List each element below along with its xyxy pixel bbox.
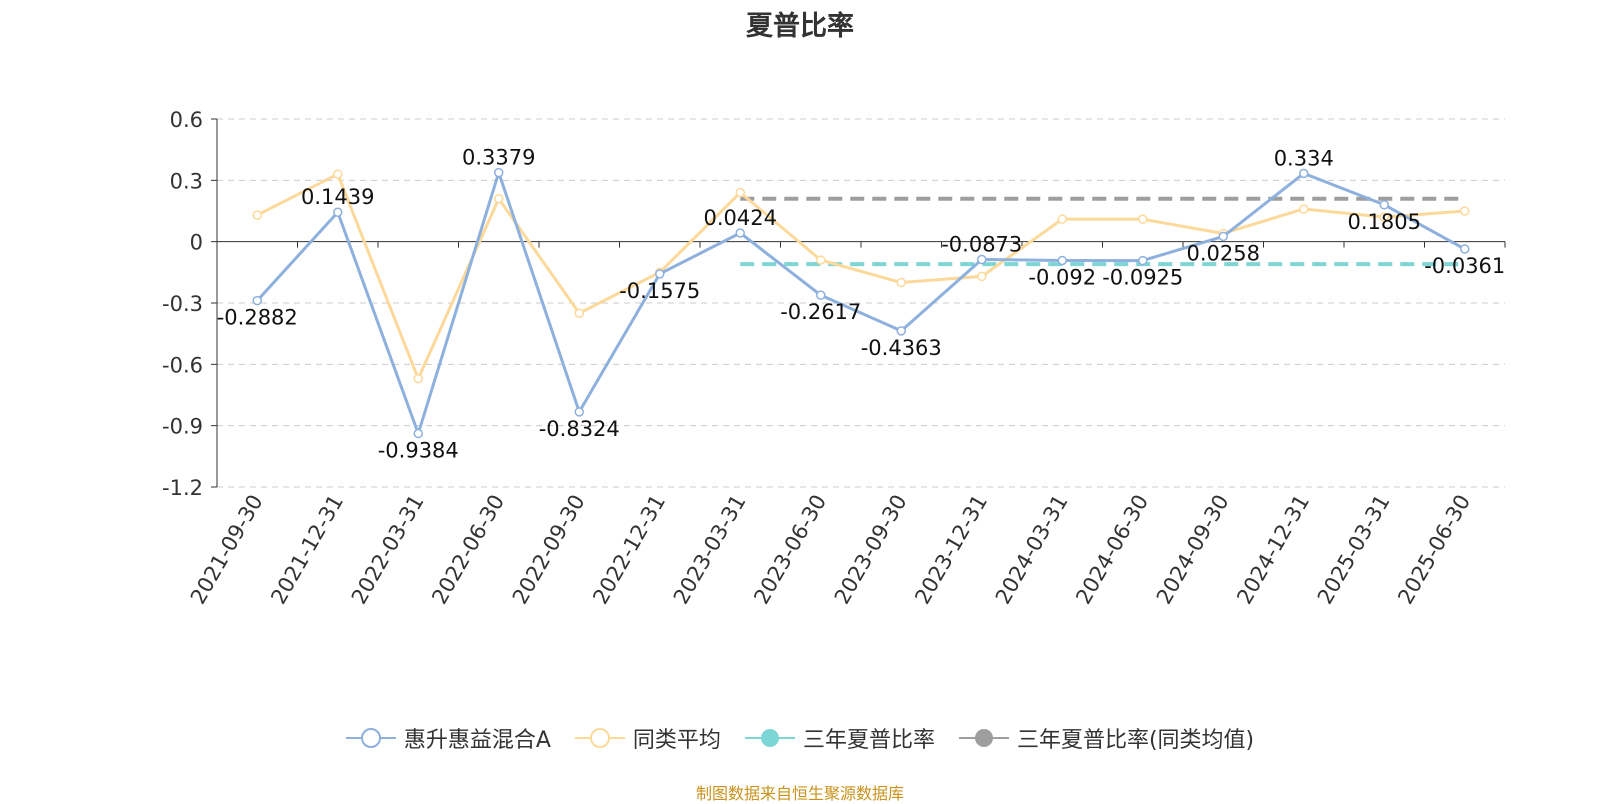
y-tick-label: -1.2 xyxy=(162,476,203,500)
data-label: -0.092 xyxy=(1028,265,1096,289)
legend-line-circle-icon xyxy=(345,728,396,748)
x-tick-label: 2024-09-30 xyxy=(1152,491,1234,609)
data-point-series-1 xyxy=(896,326,906,336)
data-label: 0.1805 xyxy=(1348,210,1421,234)
data-label: -0.2882 xyxy=(217,306,298,330)
data-point-series-2 xyxy=(413,373,423,384)
data-label: 0.3379 xyxy=(462,146,535,170)
data-point-series-1 xyxy=(1057,255,1067,266)
data-point-series-2 xyxy=(735,187,745,198)
data-point-series-1 xyxy=(413,428,423,439)
data-point-series-2 xyxy=(1379,212,1389,222)
data-point-series-2 xyxy=(574,308,584,318)
data-point-series-1 xyxy=(1460,244,1470,254)
y-tick-label: -0.9 xyxy=(162,415,203,439)
data-label: 0.334 xyxy=(1274,146,1334,170)
y-tick-label: 0 xyxy=(190,231,203,255)
data-label: 0.1439 xyxy=(301,185,374,209)
data-point-series-1 xyxy=(1299,168,1309,179)
data-point-series-1 xyxy=(1379,200,1389,210)
legend-item-series-3[interactable]: 三年夏普比率 xyxy=(744,722,935,754)
y-tick-label: -0.6 xyxy=(162,353,203,377)
legend-item-series-4[interactable]: 三年夏普比率(同类均值) xyxy=(958,722,1255,754)
x-tick-label: 2023-12-31 xyxy=(910,491,992,609)
y-tick-label: 0.6 xyxy=(170,108,203,132)
x-tick-label: 2022-03-31 xyxy=(347,491,429,609)
x-tick-label: 2024-03-31 xyxy=(991,491,1073,609)
x-tick-label: 2022-06-30 xyxy=(427,491,509,609)
data-point-series-1 xyxy=(252,295,262,306)
legend-label-series-2: 同类平均 xyxy=(632,728,721,753)
data-point-series-1 xyxy=(655,269,665,279)
x-tick-label: 2022-09-30 xyxy=(508,491,590,609)
chart-title: 夏普比率 xyxy=(746,11,854,42)
legend-item-series-1[interactable]: 惠升惠益混合A xyxy=(345,722,551,754)
x-tick-label: 2023-03-31 xyxy=(669,491,751,609)
data-label: 0.0424 xyxy=(704,206,777,230)
data-point-series-2 xyxy=(1299,204,1309,214)
x-tick-label: 2025-06-30 xyxy=(1393,491,1475,609)
data-label: -0.9384 xyxy=(378,439,459,463)
data-point-series-1 xyxy=(816,290,826,300)
legend: 惠升惠益混合A 同类平均 三年夏普比率 三年夏普比率(同类均值) xyxy=(0,722,1600,754)
data-point-series-1 xyxy=(977,254,987,265)
y-tick-label: 0.3 xyxy=(170,169,203,193)
x-tick-label: 2022-12-31 xyxy=(588,491,670,609)
legend-item-series-2[interactable]: 同类平均 xyxy=(574,722,721,754)
data-label: -0.1575 xyxy=(619,279,700,303)
data-point-series-2 xyxy=(494,193,504,204)
data-point-series-1 xyxy=(494,167,504,178)
data-label: -0.4363 xyxy=(861,336,942,360)
legend-line-dot-icon xyxy=(958,729,1009,747)
x-tick-label: 2021-12-31 xyxy=(266,491,348,609)
data-point-series-2 xyxy=(816,255,826,265)
data-label: -0.2617 xyxy=(780,300,861,324)
data-point-series-2 xyxy=(1460,206,1470,216)
legend-line-dot-icon xyxy=(744,729,795,747)
data-point-series-1 xyxy=(1218,231,1228,242)
data-point-series-2 xyxy=(1057,214,1067,224)
data-label: -0.0873 xyxy=(941,233,1022,257)
x-tick-label: 2025-03-31 xyxy=(1313,491,1395,609)
data-label: -0.0925 xyxy=(1102,266,1183,290)
data-label: -0.8324 xyxy=(539,417,620,441)
data-label: 0.0258 xyxy=(1187,241,1260,265)
legend-label-series-4: 三年夏普比率(同类均值) xyxy=(1016,728,1255,753)
data-point-series-1 xyxy=(735,228,745,238)
series-line-2 xyxy=(256,172,1465,381)
legend-label-series-3: 三年夏普比率 xyxy=(802,728,935,753)
x-tick-label: 2021-09-30 xyxy=(186,491,268,609)
data-source-note: 制图数据来自恒生聚源数据库 xyxy=(695,784,904,803)
x-tick-label: 2024-06-30 xyxy=(1071,491,1153,609)
data-point-series-2 xyxy=(333,169,343,179)
data-point-series-2 xyxy=(896,277,906,288)
series-line-1 xyxy=(256,171,1466,436)
x-tick-label: 2024-12-31 xyxy=(1232,491,1314,609)
data-point-series-1 xyxy=(1138,255,1148,266)
data-point-series-1 xyxy=(333,207,343,217)
legend-line-circle-icon xyxy=(574,728,625,748)
data-point-series-1 xyxy=(574,407,584,417)
data-point-series-2 xyxy=(977,271,987,282)
x-tick-label: 2023-09-30 xyxy=(830,491,912,609)
legend-label-series-1: 惠升惠益混合A xyxy=(403,728,551,753)
data-point-series-2 xyxy=(252,210,262,220)
data-point-series-2 xyxy=(1138,214,1148,224)
data-label: -0.0361 xyxy=(1424,254,1505,278)
x-tick-label: 2023-06-30 xyxy=(749,491,831,609)
y-tick-label: -0.3 xyxy=(162,292,203,316)
